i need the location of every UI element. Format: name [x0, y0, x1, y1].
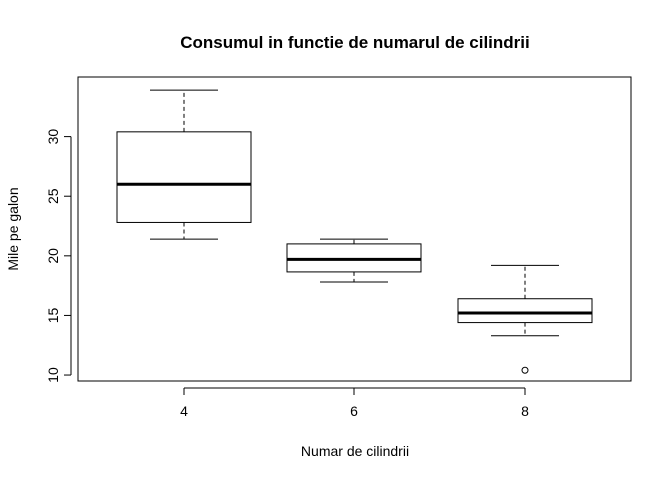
box-8	[457, 264, 593, 374]
x-axis: 4 6 8	[180, 387, 529, 419]
y-axis-label: Mile pe galon	[5, 187, 21, 270]
y-tick-label: 25	[45, 188, 61, 204]
box-6	[286, 238, 422, 283]
boxes-group	[116, 89, 593, 374]
y-tick-label: 20	[45, 248, 61, 264]
y-tick-label: 30	[45, 129, 61, 145]
chart-title: Consumul in functie de numarul de cilind…	[180, 33, 529, 52]
outlier-point	[521, 366, 529, 374]
iqr-box	[457, 298, 593, 324]
x-tick-label: 8	[521, 403, 529, 419]
y-tick-label: 15	[45, 307, 61, 323]
iqr-box	[116, 131, 252, 223]
x-tick-label: 4	[180, 403, 188, 419]
y-tick-label: 10	[45, 367, 61, 383]
x-axis-label: Numar de cilindrii	[301, 443, 409, 459]
y-axis: 10 15 20 25 30	[45, 129, 72, 383]
plot-frame	[77, 76, 632, 382]
box-4	[116, 89, 252, 240]
x-tick-label: 6	[350, 403, 358, 419]
